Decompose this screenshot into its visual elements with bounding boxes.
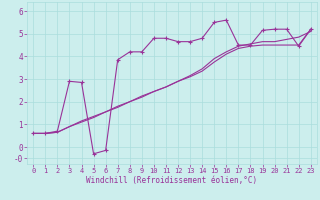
X-axis label: Windchill (Refroidissement éolien,°C): Windchill (Refroidissement éolien,°C): [86, 176, 258, 185]
